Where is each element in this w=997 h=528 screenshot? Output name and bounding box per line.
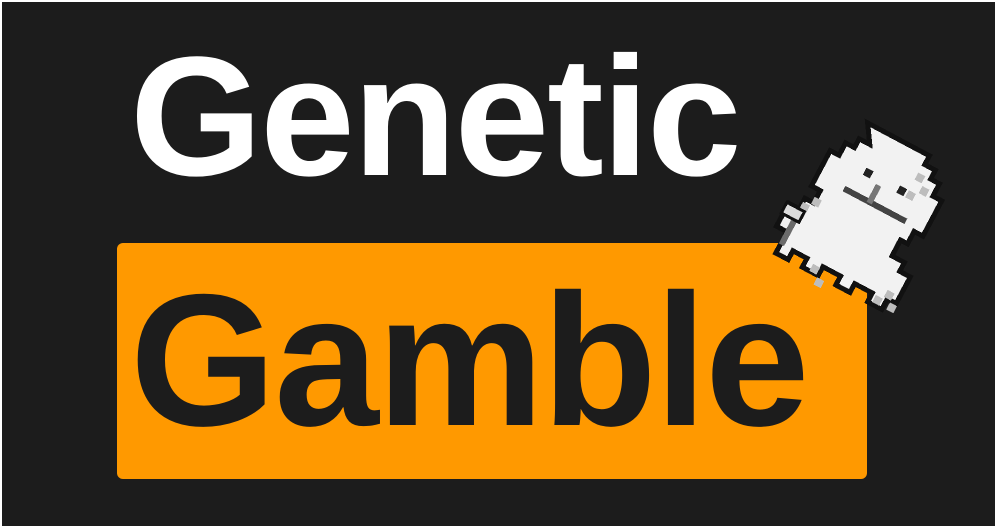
- logo-word-genetic: Genetic: [130, 22, 742, 212]
- logo-orange-box: [117, 243, 867, 479]
- logo-word-gamble: Gamble: [130, 255, 810, 465]
- pixel-ghost-creature-icon: [772, 118, 946, 314]
